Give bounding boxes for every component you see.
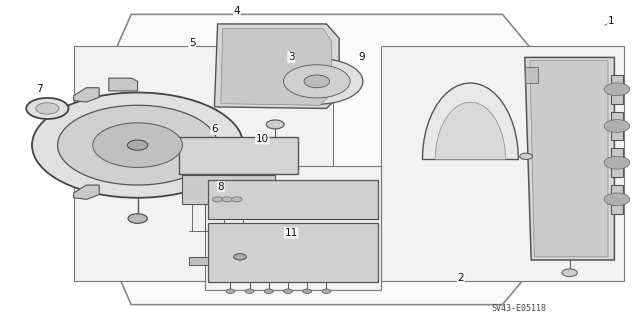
Circle shape [604,193,630,206]
Polygon shape [530,61,608,257]
Circle shape [303,289,312,293]
Polygon shape [611,185,623,214]
Circle shape [264,289,273,293]
Text: SV43-E05118: SV43-E05118 [491,304,546,313]
Circle shape [127,140,148,150]
Polygon shape [74,88,99,102]
Circle shape [128,214,147,223]
Text: 5: 5 [189,38,195,48]
Circle shape [26,98,68,119]
Text: 4: 4 [234,6,240,16]
Polygon shape [525,57,614,260]
Circle shape [232,197,242,202]
Circle shape [284,65,350,98]
Circle shape [36,103,59,114]
Polygon shape [611,75,623,104]
Circle shape [604,120,630,132]
Circle shape [245,289,254,293]
Polygon shape [182,175,275,204]
Text: 10: 10 [256,134,269,144]
Circle shape [284,289,292,293]
Polygon shape [214,24,339,108]
Circle shape [234,254,246,260]
Polygon shape [221,29,332,105]
Circle shape [58,105,218,185]
Text: 7: 7 [36,84,43,94]
Polygon shape [74,46,333,281]
Polygon shape [381,46,624,281]
Text: 9: 9 [358,52,365,63]
Circle shape [271,58,363,104]
Text: 6: 6 [211,124,218,134]
Polygon shape [435,102,506,160]
Text: 11: 11 [285,228,298,238]
Polygon shape [67,14,624,305]
Circle shape [604,156,630,169]
Polygon shape [189,257,208,265]
Polygon shape [205,166,381,290]
Polygon shape [109,78,138,91]
Circle shape [32,93,243,198]
Text: 1: 1 [608,16,614,26]
Text: 8: 8 [218,182,224,192]
Circle shape [93,123,182,167]
Polygon shape [422,83,518,160]
Polygon shape [208,223,378,282]
Polygon shape [611,148,623,177]
Circle shape [322,289,331,293]
Text: 3: 3 [288,52,294,63]
Circle shape [304,75,330,88]
Text: 2: 2 [458,272,464,283]
Polygon shape [525,67,538,83]
Circle shape [222,197,232,202]
Polygon shape [218,242,269,252]
Circle shape [604,83,630,96]
Circle shape [226,289,235,293]
Circle shape [562,269,577,277]
Polygon shape [74,185,99,199]
Circle shape [212,197,223,202]
Polygon shape [179,137,298,174]
Polygon shape [611,112,623,140]
Circle shape [266,120,284,129]
Polygon shape [208,180,378,219]
Circle shape [520,153,532,160]
